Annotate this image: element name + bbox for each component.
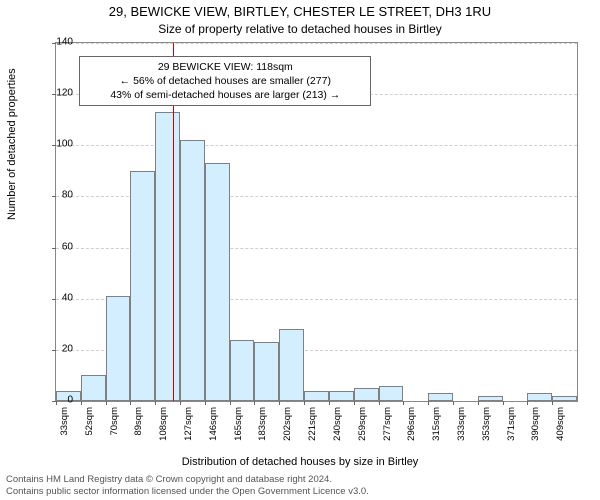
- xtick-label: 390sqm: [530, 407, 541, 441]
- histogram-bar: [304, 391, 329, 401]
- ytick-label: 0: [33, 395, 73, 406]
- xtick-label: 259sqm: [357, 407, 368, 441]
- xtick-label: 146sqm: [208, 407, 219, 441]
- xtick-label: 315sqm: [431, 407, 442, 441]
- histogram-bar: [130, 171, 155, 401]
- histogram-bar: [354, 388, 379, 401]
- xtick-mark: [81, 401, 82, 405]
- xtick-mark: [106, 401, 107, 405]
- xtick-label: 183sqm: [257, 407, 268, 441]
- histogram-bar: [254, 342, 279, 401]
- xtick-mark: [254, 401, 255, 405]
- info-box-line3: 43% of semi-detached houses are larger (…: [86, 88, 364, 102]
- histogram-bar: [552, 396, 577, 401]
- xtick-mark: [403, 401, 404, 405]
- histogram-bar: [527, 393, 552, 401]
- xtick-label: 202sqm: [282, 407, 293, 441]
- xtick-mark: [379, 401, 380, 405]
- ytick-label: 20: [33, 343, 73, 354]
- histogram-bar: [478, 396, 503, 401]
- ytick-label: 60: [33, 241, 73, 252]
- histogram-bar: [329, 391, 354, 401]
- chart-title-main: 29, BEWICKE VIEW, BIRTLEY, CHESTER LE ST…: [0, 4, 600, 19]
- histogram-bar: [81, 375, 106, 401]
- xtick-mark: [180, 401, 181, 405]
- xtick-mark: [329, 401, 330, 405]
- info-box-line2: ← 56% of detached houses are smaller (27…: [86, 74, 364, 88]
- xtick-label: 89sqm: [133, 407, 144, 436]
- info-box-line1: 29 BEWICKE VIEW: 118sqm: [86, 60, 364, 74]
- xtick-mark: [205, 401, 206, 405]
- ytick-label: 120: [33, 88, 73, 99]
- histogram-bar: [428, 393, 453, 401]
- xtick-label: 33sqm: [59, 407, 70, 436]
- footer-attribution: Contains HM Land Registry data © Crown c…: [6, 474, 369, 498]
- xtick-label: 296sqm: [406, 407, 417, 441]
- xtick-label: 165sqm: [233, 407, 244, 441]
- xtick-mark: [527, 401, 528, 405]
- xtick-label: 108sqm: [158, 407, 169, 441]
- chart-title-sub: Size of property relative to detached ho…: [0, 22, 600, 36]
- xtick-mark: [279, 401, 280, 405]
- xtick-mark: [354, 401, 355, 405]
- xtick-label: 371sqm: [506, 407, 517, 441]
- ytick-label: 40: [33, 292, 73, 303]
- xtick-label: 127sqm: [183, 407, 194, 441]
- grid-line: [56, 145, 577, 146]
- xtick-mark: [428, 401, 429, 405]
- xtick-mark: [130, 401, 131, 405]
- xtick-label: 70sqm: [109, 407, 120, 436]
- xtick-mark: [478, 401, 479, 405]
- xtick-mark: [453, 401, 454, 405]
- histogram-bar: [180, 140, 205, 401]
- xtick-label: 52sqm: [84, 407, 95, 436]
- xtick-mark: [503, 401, 504, 405]
- ytick-label: 140: [33, 37, 73, 48]
- histogram-bar: [205, 163, 230, 401]
- info-box: 29 BEWICKE VIEW: 118sqm ← 56% of detache…: [79, 56, 371, 107]
- y-axis-label: Number of detached properties: [6, 68, 18, 220]
- ytick-label: 80: [33, 190, 73, 201]
- xtick-label: 221sqm: [307, 407, 318, 441]
- histogram-bar: [155, 112, 180, 401]
- xtick-mark: [552, 401, 553, 405]
- xtick-label: 240sqm: [332, 407, 343, 441]
- ytick-label: 100: [33, 139, 73, 150]
- grid-line: [56, 43, 577, 44]
- histogram-bar: [279, 329, 304, 401]
- xtick-label: 333sqm: [456, 407, 467, 441]
- xtick-mark: [304, 401, 305, 405]
- xtick-label: 353sqm: [481, 407, 492, 441]
- footer-line1: Contains HM Land Registry data © Crown c…: [6, 474, 369, 486]
- xtick-label: 409sqm: [555, 407, 566, 441]
- xtick-mark: [155, 401, 156, 405]
- chart-container: 29, BEWICKE VIEW, BIRTLEY, CHESTER LE ST…: [0, 0, 600, 500]
- xtick-mark: [230, 401, 231, 405]
- footer-line2: Contains public sector information licen…: [6, 486, 369, 498]
- xtick-label: 277sqm: [382, 407, 393, 441]
- histogram-bar: [230, 340, 255, 401]
- histogram-bar: [379, 386, 404, 401]
- plot-area: 33sqm52sqm70sqm89sqm108sqm127sqm146sqm16…: [55, 42, 578, 402]
- x-axis-label: Distribution of detached houses by size …: [0, 456, 600, 468]
- histogram-bar: [106, 296, 131, 401]
